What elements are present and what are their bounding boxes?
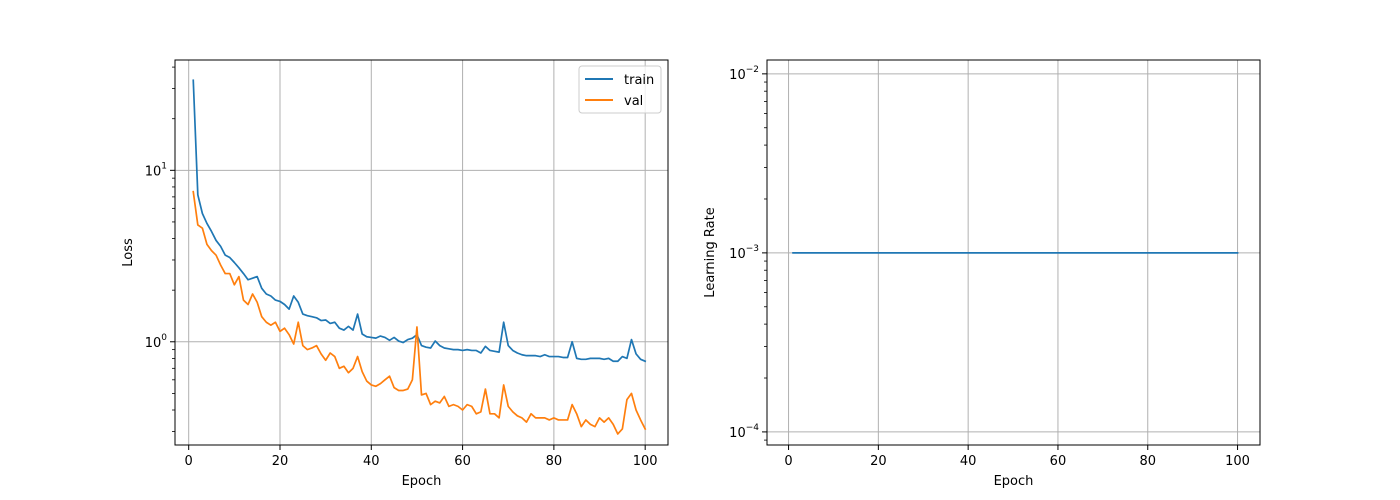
loss-plot-area [175, 60, 668, 445]
lr-x-ticks: 0 20 40 60 80 100 [784, 445, 1250, 469]
lr-x-tick-label: 60 [1050, 454, 1067, 469]
loss-y-tick-label: 101 [145, 161, 167, 179]
loss-y-axis-label: Loss [121, 238, 136, 267]
lr-x-tick-label: 40 [960, 454, 977, 469]
lr-y-tick-label: 10−2 [729, 65, 759, 83]
loss-x-tick-label: 60 [454, 454, 471, 469]
legend-label-val: val [624, 94, 643, 109]
loss-x-tick-label: 100 [633, 454, 658, 469]
lr-y-tick-label: 10−3 [729, 244, 759, 262]
lr-x-tick-label: 100 [1225, 454, 1250, 469]
loss-series [192, 79, 647, 435]
lr-x-tick-label: 80 [1139, 454, 1156, 469]
loss-x-tick-label: 80 [546, 454, 563, 469]
lr-x-tick-label: 0 [784, 454, 792, 469]
loss-legend: train val [578, 65, 662, 114]
lr-y-tick-label: 10−4 [729, 423, 759, 441]
loss-axes-frame [174, 59, 669, 446]
loss-x-ticks: 0 20 40 60 80 100 [185, 445, 658, 469]
lr-x-axis-label: Epoch [994, 474, 1034, 489]
loss-x-axis-label: Epoch [402, 474, 442, 489]
lr-chart: 0 20 40 60 80 100 10−4 10−3 10−2 Epoch Learning… [703, 59, 1261, 489]
loss-grid [175, 60, 668, 445]
loss-series-train-line [192, 79, 647, 363]
loss-y-ticks: 100 101 [145, 66, 175, 432]
legend-box [578, 65, 662, 114]
loss-x-tick-label: 20 [272, 454, 289, 469]
loss-series-val-line [192, 190, 647, 435]
lr-x-tick-label: 20 [870, 454, 887, 469]
loss-chart: 0 20 40 60 80 100 100 101 Epoch Loss train val [121, 59, 669, 489]
lr-y-axis-label: Learning Rate [703, 207, 718, 297]
loss-x-tick-label: 40 [363, 454, 380, 469]
loss-y-tick-label: 100 [145, 333, 168, 351]
lr-y-ticks: 10−4 10−3 10−2 [729, 65, 767, 441]
legend-label-train: train [624, 73, 654, 88]
loss-x-tick-label: 0 [185, 454, 193, 469]
